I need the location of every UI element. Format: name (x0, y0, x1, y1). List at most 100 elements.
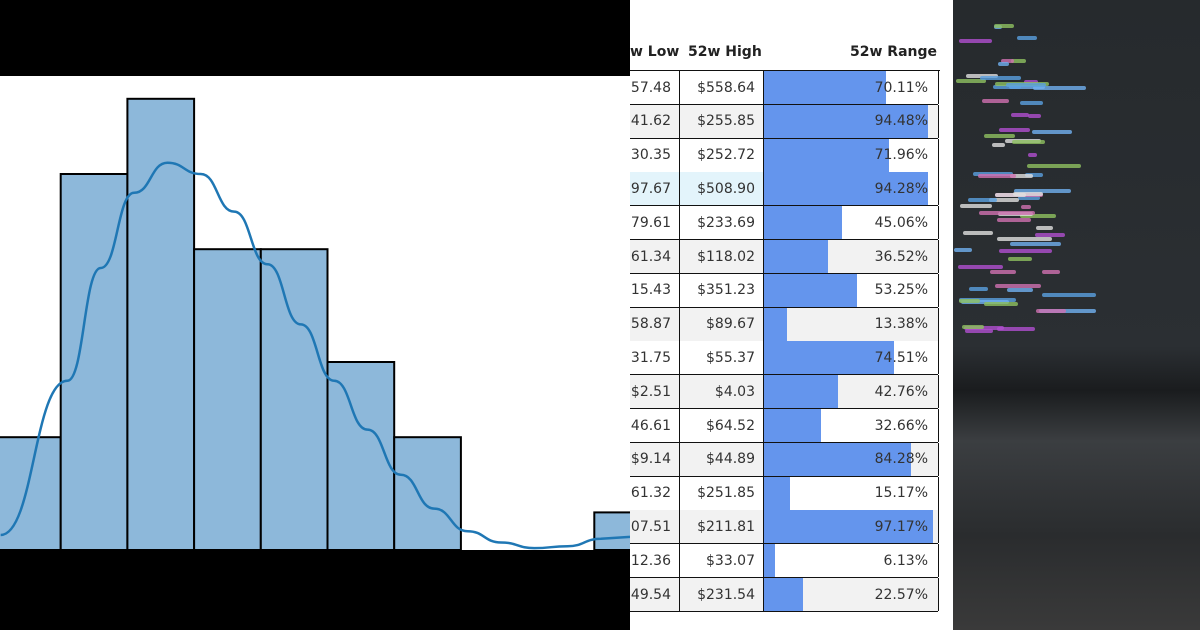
code-line-blur (963, 231, 993, 235)
range-cell: 97.17% (764, 510, 939, 543)
high-cell: $233.69 (680, 206, 764, 239)
code-line-blur (978, 174, 1016, 178)
low-value: 07.51 (631, 519, 671, 535)
high-value: $211.81 (697, 519, 755, 535)
high-value: $233.69 (697, 215, 755, 231)
low-cell: 07.51 (630, 510, 680, 543)
high-cell: $118.02 (680, 240, 764, 273)
high-value: $252.72 (697, 147, 755, 163)
code-monitor-photo (953, 0, 1200, 630)
table-row: 46.61 $64.52 32.66% (630, 409, 938, 443)
high-value: $231.54 (697, 587, 755, 603)
range-cell: 45.06% (764, 206, 939, 239)
code-line-blur (1042, 293, 1096, 297)
stock-table: w Low 52w High 52w Range 57.48 $558.64 7… (630, 0, 953, 630)
table-row: $9.14 $44.89 84.28% (630, 443, 938, 477)
high-cell: $558.64 (680, 71, 764, 104)
low-value: $9.14 (631, 451, 671, 467)
low-cell: $9.14 (630, 443, 680, 476)
high-cell: $89.67 (680, 308, 764, 341)
range-value: 22.57% (875, 587, 928, 603)
low-value: $2.51 (631, 384, 671, 400)
code-line-blur (1010, 242, 1061, 246)
range-cell: 94.48% (764, 105, 939, 138)
high-cell: $251.85 (680, 477, 764, 510)
high-cell: $231.54 (680, 578, 764, 611)
histogram-bar (261, 249, 328, 550)
table-row: 12.36 $33.07 6.13% (630, 544, 938, 578)
header-52w-low[interactable]: w Low (630, 44, 679, 60)
code-line-blur (1020, 101, 1043, 105)
header-52w-range[interactable]: 52w Range (850, 44, 937, 60)
code-line-blur (958, 265, 1003, 269)
high-cell: $351.23 (680, 274, 764, 307)
range-value: 84.28% (875, 451, 928, 467)
code-line-blur (984, 302, 1018, 306)
low-value: 41.62 (631, 113, 671, 129)
low-cell: 61.34 (630, 240, 680, 273)
high-cell: $55.37 (680, 341, 764, 374)
code-line-blur (990, 270, 1016, 274)
high-cell: $33.07 (680, 544, 764, 577)
low-cell: 49.54 (630, 578, 680, 611)
high-cell: $508.90 (680, 172, 764, 205)
high-cell: $211.81 (680, 510, 764, 543)
code-line-blur (1028, 114, 1041, 118)
code-line-blur (999, 249, 1052, 253)
table-row: 07.51 $211.81 97.17% (630, 510, 938, 544)
code-line-blur (965, 329, 992, 333)
code-line-blur (1027, 164, 1082, 168)
range-value: 36.52% (875, 249, 928, 265)
range-cell: 42.76% (764, 375, 939, 408)
high-cell: $252.72 (680, 139, 764, 172)
code-line-blur (959, 299, 980, 303)
high-value: $558.64 (697, 80, 755, 96)
code-line-blur (1008, 257, 1032, 261)
high-cell: $255.85 (680, 105, 764, 138)
high-value: $44.89 (706, 451, 755, 467)
range-cell: 13.38% (764, 308, 939, 341)
range-cell: 15.17% (764, 477, 939, 510)
range-value: 94.48% (875, 113, 928, 129)
low-cell: 30.35 (630, 139, 680, 172)
code-line-blur (1042, 270, 1059, 274)
code-line-blur (1035, 233, 1065, 237)
range-cell: 70.11% (764, 71, 939, 104)
high-value: $64.52 (706, 418, 755, 434)
low-value: 30.35 (631, 147, 671, 163)
high-cell: $64.52 (680, 409, 764, 442)
code-line-blur (954, 248, 972, 252)
range-cell: 53.25% (764, 274, 939, 307)
range-cell: 74.51% (764, 341, 939, 374)
table-row: 57.48 $558.64 70.11% (630, 71, 938, 105)
high-value: $89.67 (706, 316, 755, 332)
range-value: 53.25% (875, 282, 928, 298)
code-line-blur (997, 218, 1031, 222)
low-cell: 15.43 (630, 274, 680, 307)
range-bar (764, 71, 886, 104)
header-52w-high[interactable]: 52w High (688, 44, 762, 60)
table-row: 49.54 $231.54 22.57% (630, 578, 938, 612)
high-value: $4.03 (715, 384, 755, 400)
code-line-blur (998, 62, 1008, 66)
code-line-blur (994, 24, 1014, 28)
range-bar (764, 308, 787, 341)
range-cell: 71.96% (764, 139, 939, 172)
code-line-blur (1036, 309, 1066, 313)
histogram-panel (0, 0, 630, 630)
range-value: 70.11% (875, 80, 928, 96)
range-bar (764, 240, 828, 273)
code-line-blur (959, 39, 992, 43)
high-value: $33.07 (706, 553, 755, 569)
code-line-blur (1021, 205, 1031, 209)
range-cell: 36.52% (764, 240, 939, 273)
histogram-bar (194, 249, 261, 550)
low-value: 58.87 (631, 316, 671, 332)
code-line-blur (1036, 226, 1054, 230)
code-line-blur (1011, 113, 1028, 117)
low-value: 49.54 (631, 587, 671, 603)
code-line-blur (980, 76, 1020, 80)
low-cell: 57.48 (630, 71, 680, 104)
code-line-blur (1007, 288, 1033, 292)
range-bar (764, 409, 821, 442)
